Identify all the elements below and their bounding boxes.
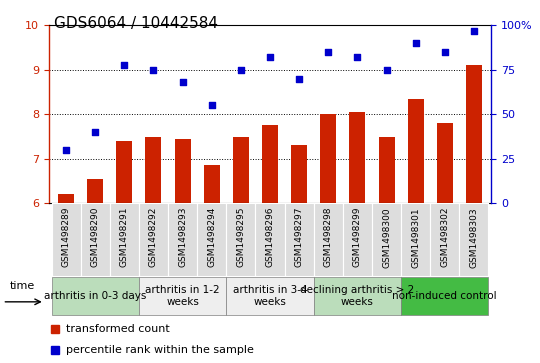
Text: transformed count: transformed count <box>66 324 170 334</box>
Bar <box>87 179 103 203</box>
Text: GSM1498300: GSM1498300 <box>382 207 391 268</box>
Text: GSM1498292: GSM1498292 <box>149 207 158 267</box>
Bar <box>320 114 336 203</box>
Text: declining arthritis > 2
weeks: declining arthritis > 2 weeks <box>300 285 415 307</box>
Point <box>207 102 216 108</box>
FancyBboxPatch shape <box>110 203 139 276</box>
Text: GSM1498291: GSM1498291 <box>120 207 129 268</box>
Point <box>295 76 303 82</box>
FancyBboxPatch shape <box>168 203 197 276</box>
Bar <box>291 146 307 203</box>
FancyBboxPatch shape <box>460 203 489 276</box>
Point <box>382 67 391 73</box>
Point <box>353 54 362 60</box>
FancyBboxPatch shape <box>255 203 285 276</box>
FancyBboxPatch shape <box>430 203 460 276</box>
FancyBboxPatch shape <box>226 203 255 276</box>
Text: GSM1498296: GSM1498296 <box>266 207 274 268</box>
Text: GSM1498301: GSM1498301 <box>411 207 420 268</box>
Text: percentile rank within the sample: percentile rank within the sample <box>66 345 254 355</box>
Bar <box>408 99 424 203</box>
FancyBboxPatch shape <box>314 277 401 315</box>
FancyBboxPatch shape <box>51 203 80 276</box>
Text: GSM1498298: GSM1498298 <box>324 207 333 268</box>
FancyBboxPatch shape <box>343 203 372 276</box>
FancyBboxPatch shape <box>314 203 343 276</box>
FancyBboxPatch shape <box>401 277 489 315</box>
Text: GSM1498299: GSM1498299 <box>353 207 362 268</box>
Text: GSM1498295: GSM1498295 <box>237 207 245 268</box>
Point <box>120 62 129 68</box>
FancyBboxPatch shape <box>226 277 314 315</box>
Bar <box>174 139 191 203</box>
Point <box>149 67 158 73</box>
Point <box>266 54 274 60</box>
Bar <box>466 65 482 203</box>
Text: arthritis in 3-4
weeks: arthritis in 3-4 weeks <box>233 285 307 307</box>
Bar <box>145 136 161 203</box>
Text: arthritis in 0-3 days: arthritis in 0-3 days <box>44 291 146 301</box>
Bar <box>116 141 132 203</box>
Text: GSM1498297: GSM1498297 <box>295 207 303 268</box>
FancyBboxPatch shape <box>285 203 314 276</box>
Text: GSM1498302: GSM1498302 <box>440 207 449 268</box>
Text: GSM1498293: GSM1498293 <box>178 207 187 268</box>
Point <box>237 67 245 73</box>
Point <box>411 40 420 46</box>
Text: GDS6064 / 10442584: GDS6064 / 10442584 <box>54 16 218 31</box>
Text: GSM1498290: GSM1498290 <box>91 207 100 268</box>
Text: GSM1498294: GSM1498294 <box>207 207 216 267</box>
Text: time: time <box>9 281 35 291</box>
Bar <box>262 126 278 203</box>
FancyBboxPatch shape <box>51 277 139 315</box>
Bar <box>349 112 366 203</box>
FancyBboxPatch shape <box>401 203 430 276</box>
Point <box>178 79 187 85</box>
FancyBboxPatch shape <box>139 277 226 315</box>
Point <box>91 129 99 135</box>
Point <box>62 147 70 153</box>
Bar <box>204 166 220 203</box>
FancyBboxPatch shape <box>197 203 226 276</box>
Text: non-induced control: non-induced control <box>393 291 497 301</box>
Bar <box>379 136 395 203</box>
Point <box>441 49 449 55</box>
Text: arthritis in 1-2
weeks: arthritis in 1-2 weeks <box>145 285 220 307</box>
Text: GSM1498289: GSM1498289 <box>62 207 71 268</box>
Point <box>324 49 333 55</box>
FancyBboxPatch shape <box>80 203 110 276</box>
Bar <box>437 123 453 203</box>
Bar <box>233 136 249 203</box>
Bar <box>58 194 74 203</box>
Point <box>470 28 478 34</box>
FancyBboxPatch shape <box>372 203 401 276</box>
Text: GSM1498303: GSM1498303 <box>469 207 478 268</box>
FancyBboxPatch shape <box>139 203 168 276</box>
